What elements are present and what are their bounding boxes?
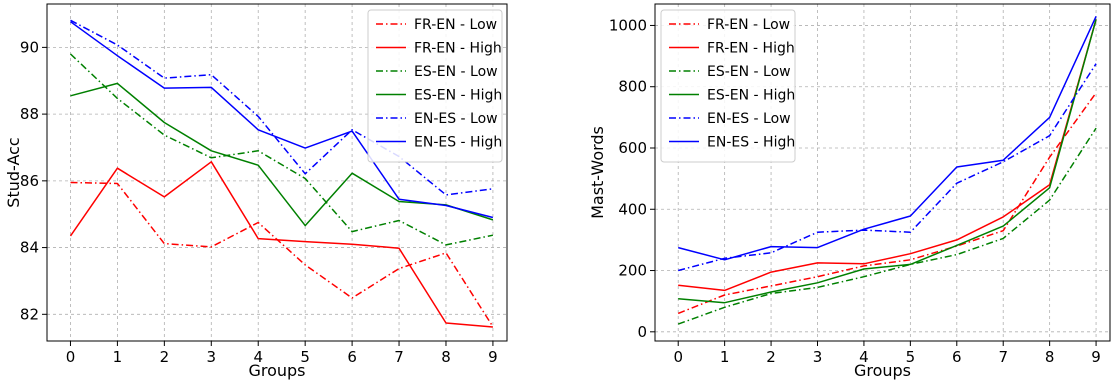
x-tick-label: 0 [673,348,683,366]
x-tick-label: 1 [720,348,730,366]
x-tick-label: 6 [347,348,357,366]
y-tick-label: 86 [20,172,39,190]
series-line-fr-en-high [678,19,1097,292]
y-tick-label: 84 [20,239,39,257]
series-line-es-en-low [677,127,1097,325]
x-tick-label: 5 [300,348,310,366]
x-tick-label: 4 [253,348,263,366]
y-tick-label: 82 [20,305,39,323]
chart-1: 0 1 2 3 4 5 6 7 8 9 82 84 86 88 90 Groups Stud-Acc FR-EN … [4,3,508,380]
series-line-fr-en-high [69,161,493,328]
legend: FR-EN - Low FR-EN - High ES-EN - Low ES-EN … [660,9,796,163]
x-tick-label: 6 [952,348,962,366]
legend-entry: ES-EN - High [707,88,795,104]
x-tick-label: 7 [394,348,404,366]
chart-2: 0 1 2 3 4 5 6 7 8 9 0 200 400 600 800 1000 Groups Mast-Wo… [588,3,1111,380]
x-tick-label: 1 [113,348,123,366]
legend-entry: ES-EN - Low [414,64,498,80]
legend-entry: EN-ES - High [707,135,795,151]
x-tick-label: 8 [441,348,451,366]
x-tick-label: 4 [859,348,869,366]
x-tick-label: 3 [207,348,217,366]
legend: FR-EN - Low FR-EN - High ES-EN - Low ES-EN … [367,9,503,163]
legend-entry: EN-ES - High [414,135,502,151]
y-tick-label: 600 [618,139,647,157]
series-line-en-es-low [678,63,1097,272]
x-tick-label: 9 [1091,348,1101,366]
y-axis-label: Stud-Acc [4,137,23,207]
legend-entry: ES-EN - High [414,88,502,104]
x-tick-label: 9 [488,348,498,366]
series-line-en-es-high [70,21,494,219]
y-tick-label: 0 [637,323,647,341]
plot-frame [654,3,1111,342]
series-line-en-es-high [678,15,1097,261]
series-line-es-en-high [678,19,1097,304]
x-tick-label: 0 [66,348,76,366]
legend-entry: FR-EN - Low [707,17,790,33]
y-tick-label: 88 [20,105,39,123]
y-tick-label: 200 [618,262,647,280]
legend-entry: EN-ES - Low [414,111,498,127]
y-tick-label: 1000 [609,16,647,34]
y-tick-label: 400 [618,200,647,218]
legend-entry: FR-EN - High [707,41,795,57]
series-line-es-en-low [69,53,494,246]
x-axis-label: Groups [248,361,305,380]
x-tick-label: 7 [998,348,1008,366]
y-axis-label: Mast-Words [588,126,607,219]
y-tick-label: 800 [618,78,647,96]
x-tick-label: 2 [160,348,170,366]
series-line-fr-en-low [677,92,1097,315]
series-line-es-en-high [70,82,494,227]
legend-entry: FR-EN - Low [414,17,497,33]
legend-entry: EN-ES - Low [707,111,791,127]
x-tick-label: 5 [906,348,916,366]
series-line-fr-en-low [70,181,494,328]
x-axis-label: Groups [854,361,911,380]
x-tick-label: 3 [813,348,823,366]
legend-entry: FR-EN - High [414,41,502,57]
series-line-en-es-low [70,19,493,196]
plot-frame [46,3,508,342]
x-tick-label: 8 [1045,348,1055,366]
y-tick-label: 90 [20,38,39,56]
x-tick-label: 2 [766,348,776,366]
legend-entry: ES-EN - Low [707,64,791,80]
